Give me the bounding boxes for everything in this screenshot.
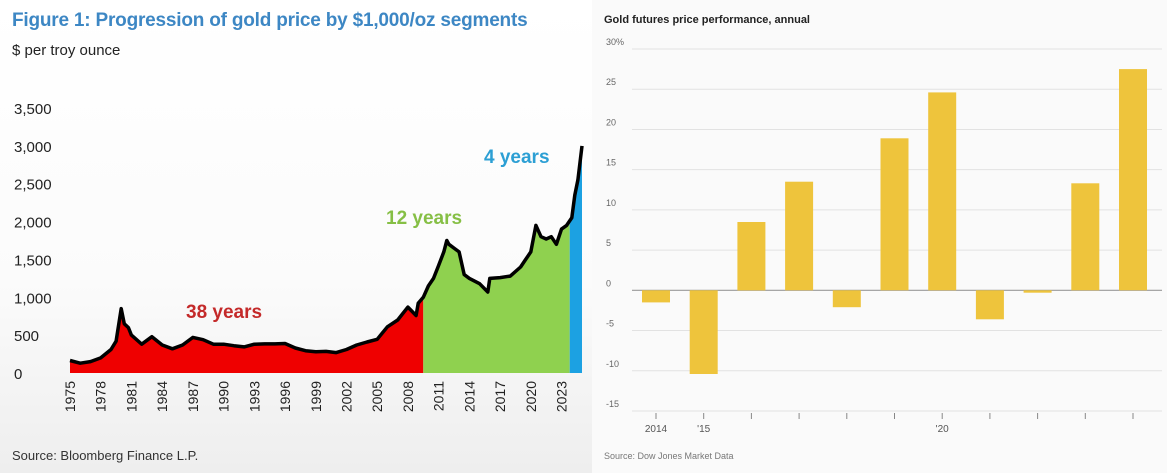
bar-2017 [785,181,814,291]
x-tick-label: 2011 [431,381,447,411]
gold-price-line [69,145,584,365]
y-tick-label: -15 [606,399,619,409]
y-tick-label: 3,500 [14,101,52,118]
x-tick-label: 2014 [461,381,477,412]
bar-2014 [642,290,670,303]
x-tick-label: 1999 [308,381,324,412]
y-tick-label: -5 [606,319,614,329]
gold-price-area-chart: 0 500 1,000 1,500 2,000 2,500 3,000 3,500 1975 19… [14,101,584,412]
x-tick-label: 1975 [62,381,78,412]
x-tick-label: 2008 [400,381,416,412]
bar-2021 [975,290,1004,320]
gold-futures-performance-panel: Gold futures price performance, annual 3… [592,0,1167,473]
y-tick-label: 10 [606,198,616,208]
y-tick-label: 1,000 [14,290,52,307]
y-tick-label: 500 [14,328,39,345]
bar-2016 [737,222,766,291]
bar-2018 [832,290,861,308]
y-tick-label: 30% [606,37,624,47]
left-chart-title: Figure 1: Progression of gold price by $… [12,10,528,31]
x-tick-label: 2023 [554,381,570,412]
left-y-axis-unit: $ per troy ounce [12,42,121,59]
x-tick-label: 1981 [123,381,139,412]
x-tick-label: 1990 [216,381,232,412]
x-tick-label: 2020 [523,381,539,412]
x-tick-label: 2014 [645,424,668,435]
x-tick-label: 1987 [185,381,201,412]
y-tick-label: 20 [606,117,616,127]
y-tick-label: 0 [14,366,22,383]
bar-2023 [1071,183,1100,291]
y-tick-label: 0 [606,278,611,288]
y-tick-label: 3,000 [14,139,52,156]
x-tick-label: 2005 [369,381,385,412]
y-tick-label: 15 [606,158,616,168]
x-tick-label: 1996 [277,381,293,412]
segment-annotation: 4 years [484,147,550,168]
left-chart-source: Source: Bloomberg Finance L.P. [12,448,199,463]
segment-area-3 [569,145,582,373]
bar-2022 [1023,290,1052,293]
gold-futures-bar-chart: 30% 25 20 15 10 5 0 -5 -10 -15 2014 '15 '20 [606,37,1162,435]
x-tick-label: '20 [936,424,949,435]
right-chart-title: Gold futures price performance, annual [604,14,810,26]
bar-2020 [928,92,957,291]
y-tick-label: 2,000 [14,215,52,232]
y-tick-label: 2,500 [14,177,52,194]
bar-2015 [689,290,718,374]
segment-annotation: 12 years [386,208,462,229]
x-tick-label: 1978 [93,381,109,412]
x-tick-label: 2017 [492,381,508,412]
y-tick-label: 25 [606,77,616,87]
y-tick-label: 5 [606,238,611,248]
x-tick-label: 1984 [154,381,170,412]
gold-price-progression-panel: Figure 1: Progression of gold price by $… [0,0,592,473]
segment-annotation: 38 years [186,302,262,323]
x-tick-label: '15 [697,424,710,435]
y-tick-label: -10 [606,359,619,369]
right-chart-source: Source: Dow Jones Market Data [604,451,734,461]
bar-2024 [1119,69,1147,291]
x-tick-label: 1993 [246,381,262,412]
y-tick-label: 1,500 [14,252,52,269]
x-tick-label: 2002 [339,381,355,412]
bar-2019 [880,138,909,291]
